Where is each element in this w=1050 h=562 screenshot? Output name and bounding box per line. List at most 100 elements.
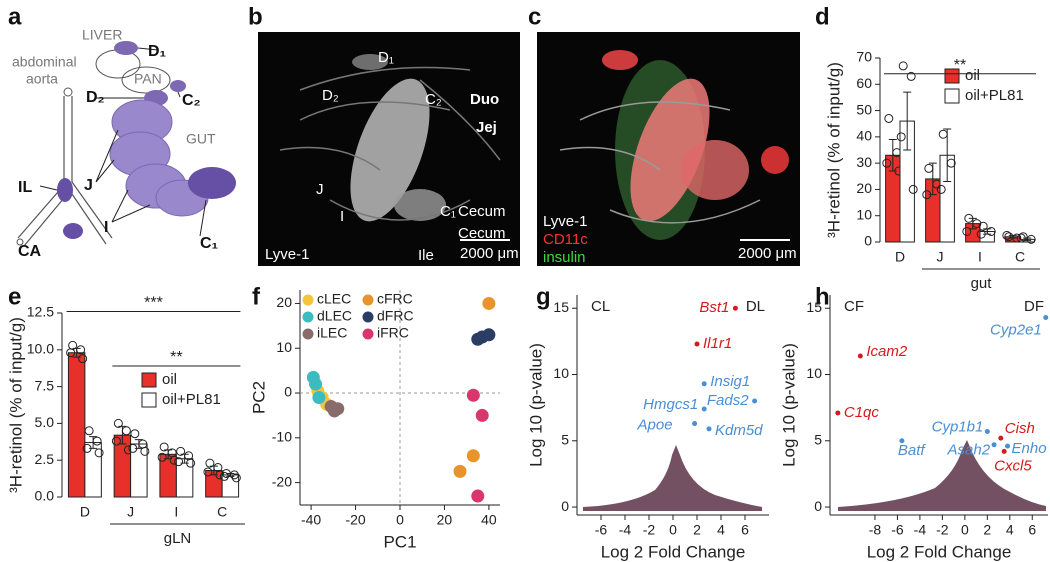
tissue bbox=[394, 189, 446, 221]
x-tick-label: 40 bbox=[481, 512, 497, 528]
corner-label: CF bbox=[844, 298, 864, 315]
x-axis-title: Log 2 Fold Change bbox=[867, 542, 1012, 561]
x-tick-label: -2 bbox=[643, 522, 656, 538]
data-point bbox=[454, 465, 467, 478]
gene-label: Il1r1 bbox=[703, 335, 732, 352]
legend-label: iFRC bbox=[377, 325, 409, 341]
panel-letter: e bbox=[8, 283, 21, 310]
data-point bbox=[312, 391, 325, 404]
significance-label: ** bbox=[170, 349, 182, 366]
gene-label: Insig1 bbox=[710, 373, 750, 390]
x-tick-label: 2 bbox=[983, 522, 991, 538]
x-axis-title: Log 2 Fold Change bbox=[601, 542, 746, 561]
scale-label: 2000 μm bbox=[738, 245, 797, 262]
legend-label: oil bbox=[162, 371, 177, 388]
legend-swatch bbox=[363, 329, 374, 340]
x-tick-label: 4 bbox=[717, 522, 725, 538]
x-tick-label: 0 bbox=[396, 512, 404, 528]
y-tick-label: 60 bbox=[856, 75, 872, 91]
tissue bbox=[602, 50, 638, 70]
micrograph-c: c Lyve-1 CD11c insulin 2000 μm bbox=[528, 3, 800, 266]
y-tick-label: 10 bbox=[856, 206, 872, 222]
label: C₂ bbox=[425, 91, 442, 108]
x-tick-label: I bbox=[174, 504, 178, 520]
micrograph-b: b D₁ D₂ C₂ Duo Jej J I C₁ Cecum Cecum Il… bbox=[248, 3, 520, 266]
aorta bbox=[18, 96, 112, 246]
x-tick-label: J bbox=[127, 504, 134, 520]
gene-label: Icam2 bbox=[866, 343, 908, 360]
y-tick-label: 20 bbox=[276, 294, 292, 310]
y-tick-label: 10.0 bbox=[27, 341, 54, 357]
bar bbox=[85, 443, 101, 497]
y-tick-label: 0 bbox=[284, 384, 292, 400]
y-tick-label: 5.0 bbox=[35, 414, 55, 430]
node-c2 bbox=[170, 80, 186, 92]
legend-label: dLEC bbox=[317, 308, 352, 324]
legend-label: oil bbox=[965, 67, 980, 84]
gene-point bbox=[692, 421, 697, 426]
y-tick-label: 12.5 bbox=[27, 304, 54, 320]
x-tick-label: C bbox=[217, 504, 227, 520]
gene-point bbox=[998, 436, 1003, 441]
data-point bbox=[482, 297, 495, 310]
corner-label: DL bbox=[746, 298, 765, 315]
panel-letter: c bbox=[528, 3, 541, 30]
label: D₂ bbox=[322, 87, 339, 104]
gene-label: Fads2 bbox=[707, 392, 749, 409]
gene-point bbox=[1043, 315, 1048, 320]
label: Ile bbox=[418, 247, 434, 264]
legend-swatch bbox=[303, 329, 314, 340]
gene-label: Cyp1b1 bbox=[932, 418, 984, 435]
stain-label: Lyve-1 bbox=[265, 246, 309, 263]
legend-swatch bbox=[303, 295, 314, 306]
label: PAN bbox=[134, 71, 162, 87]
y-axis-title: PC2 bbox=[249, 381, 268, 414]
gene-label: C1qc bbox=[844, 404, 880, 421]
node-d1 bbox=[114, 41, 138, 55]
data-point bbox=[122, 427, 130, 435]
y-tick-label: 15 bbox=[806, 299, 822, 315]
y-tick-label: 5 bbox=[561, 431, 569, 447]
scale-label: 2000 μm bbox=[460, 245, 519, 262]
legend-swatch bbox=[142, 393, 156, 407]
gene-point bbox=[835, 410, 840, 415]
panel-letter: f bbox=[252, 283, 261, 310]
legend-label: oil+PL81 bbox=[965, 87, 1024, 104]
gene-point bbox=[858, 353, 863, 358]
legend-label: cLEC bbox=[317, 291, 351, 307]
y-tick-label: 0 bbox=[814, 498, 822, 514]
y-tick-label: 0 bbox=[561, 498, 569, 514]
bar bbox=[176, 459, 192, 497]
gene-point bbox=[733, 306, 738, 311]
group-label: gut bbox=[971, 275, 993, 292]
figure: a LIVER D₁ abdominal aorta PAN D₂ C₂ GUT… bbox=[0, 0, 1050, 562]
x-tick-label: D bbox=[895, 249, 905, 265]
data-point bbox=[467, 449, 480, 462]
stain-label: Lyve-1 bbox=[543, 213, 587, 230]
data-point bbox=[309, 378, 322, 391]
label: LIVER bbox=[82, 27, 122, 43]
y-tick-label: 40 bbox=[856, 128, 872, 144]
bar bbox=[68, 353, 84, 497]
y-axis-title: Log 10 (p-value) bbox=[526, 343, 545, 467]
x-tick-label: -2 bbox=[936, 522, 949, 538]
panel-letter: d bbox=[815, 3, 830, 30]
y-tick-label: 5 bbox=[814, 431, 822, 447]
label: D₂ bbox=[86, 89, 105, 106]
panel-letter: a bbox=[8, 3, 22, 30]
label: GUT bbox=[186, 131, 216, 147]
data-point bbox=[885, 114, 893, 122]
gene-label: Cyp2e1 bbox=[990, 321, 1042, 338]
label: C₁ bbox=[200, 235, 219, 252]
data-point bbox=[331, 402, 344, 415]
x-tick-label: 2 bbox=[693, 522, 701, 538]
gene-point bbox=[752, 399, 757, 404]
y-axis-title: ³H-retinol (% of input/g) bbox=[6, 317, 25, 493]
data-point bbox=[482, 328, 495, 341]
x-tick-label: C bbox=[1015, 249, 1025, 265]
x-tick-label: -40 bbox=[301, 512, 321, 528]
data-point bbox=[467, 389, 480, 402]
legend-swatch bbox=[363, 295, 374, 306]
legend-swatch bbox=[142, 373, 156, 387]
legend-swatch bbox=[363, 312, 374, 323]
